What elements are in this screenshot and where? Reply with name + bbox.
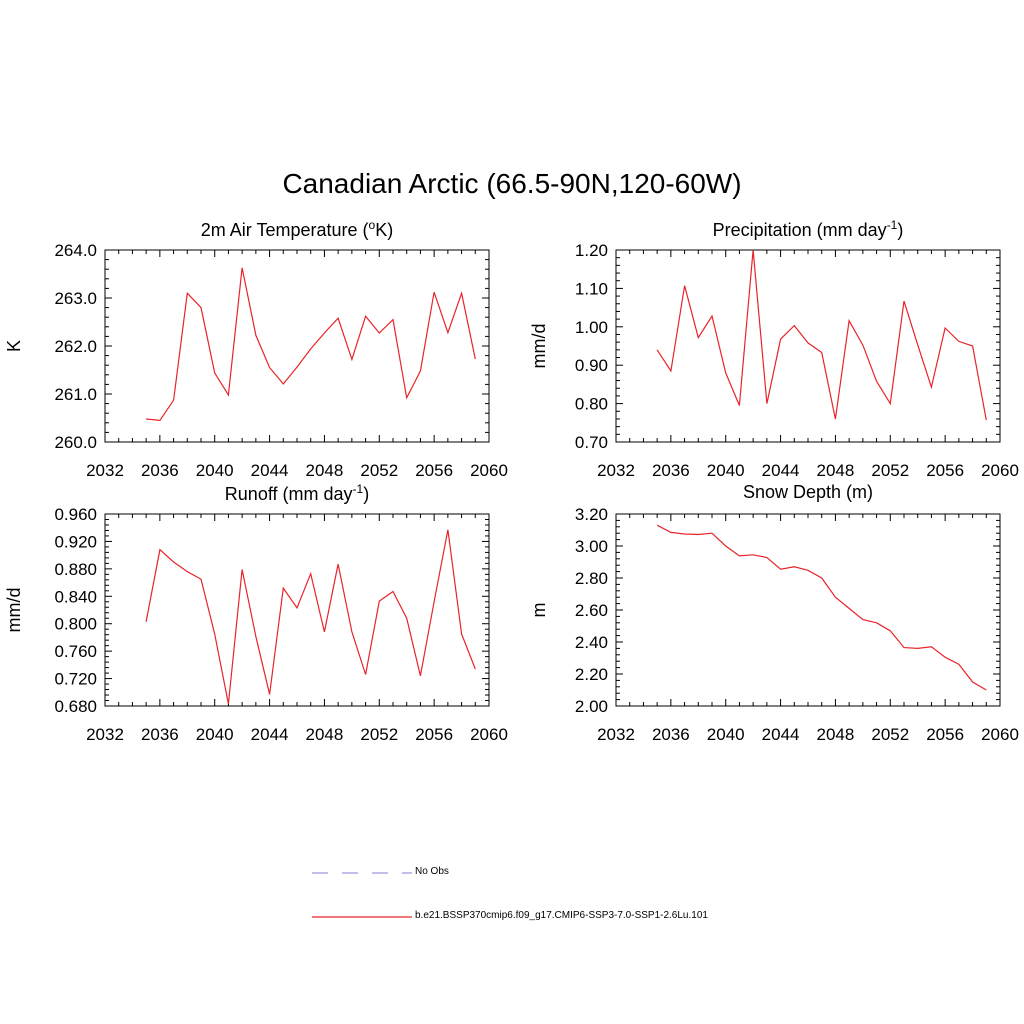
x-tick-label: 2036 [141,725,179,744]
title-text: 2m Air Temperature ( [200,220,369,240]
title-superscript: o [368,218,376,232]
x-tick-label: 2044 [251,725,289,744]
legend-line-model [312,916,412,918]
x-tick-label: 2056 [415,461,453,480]
y-tick-label: 2.80 [575,569,608,588]
x-tick-label: 2044 [762,461,800,480]
x-tick-label: 2048 [817,461,855,480]
x-tick-label: 2040 [707,461,745,480]
x-tick-label: 2048 [817,725,855,744]
y-tick-label: 1.10 [575,279,608,298]
y-tick-label: 0.960 [54,505,97,524]
y-tick-label: 1.20 [575,241,608,260]
x-tick-label: 2060 [981,461,1019,480]
chart-temperature: 2032 2036 2040 2044 2048 2052 2056 2060 260.0 261… [4,241,508,480]
y-tick-label: 262.0 [54,337,97,356]
chart-runoff: 2032 2036 2040 2044 2048 2052 2056 2060 0.680 0.7… [4,505,508,744]
y-tick-label: 0.90 [575,356,608,375]
y-tick-label: 0.920 [54,532,97,551]
x-tick-label: 2044 [762,725,800,744]
title-text-end: ) [897,220,904,240]
title-text: Snow Depth (m) [742,482,874,502]
x-tick-label: 2032 [86,461,124,480]
series-line [656,524,987,691]
x-tick-label: 2044 [251,461,289,480]
y-axis-label: mm/d [4,588,24,633]
x-tick-label: 2048 [306,725,344,744]
y-tick-label: 2.60 [575,601,608,620]
x-tick-label: 2036 [652,461,690,480]
y-tick-label: 0.70 [575,433,608,452]
x-tick-label: 2036 [652,725,690,744]
y-axis-label: m [529,603,549,618]
series-line [145,529,476,705]
panel-title-precipitation: Precipitation (mm day-1) [616,218,1000,241]
x-tick-label: 2060 [470,725,508,744]
y-tick-label: 264.0 [54,241,97,260]
panel-title-snow-depth: Snow Depth (m) [616,482,1000,503]
figure-title: Canadian Arctic (66.5-90N,120-60W) [282,168,742,199]
x-tick-label: 2056 [415,725,453,744]
title-superscript: -1 [352,482,364,496]
y-tick-label: 0.880 [54,560,97,579]
y-tick-label: 0.760 [54,642,97,661]
x-tick-label: 2052 [871,725,909,744]
title-text-end: K) [375,220,394,240]
y-tick-label: 3.00 [575,537,608,556]
y-tick-label: 261.0 [54,385,97,404]
y-tick-label: 0.680 [54,697,97,716]
x-tick-label: 2048 [306,461,344,480]
x-tick-label: 2040 [707,725,745,744]
x-tick-label: 2060 [981,725,1019,744]
x-tick-label: 2040 [196,461,234,480]
x-tick-label: 2056 [926,725,964,744]
y-tick-label: 2.00 [575,697,608,716]
legend-line-no-obs [312,872,412,874]
plot-frame [104,513,490,707]
panel-title-runoff: Runoff (mm day-1) [105,482,489,505]
y-tick-label: 2.40 [575,633,608,652]
x-tick-label: 2032 [597,461,635,480]
y-tick-label: 1.00 [575,318,608,337]
title-superscript: -1 [886,218,898,232]
y-tick-label: 0.800 [54,615,97,634]
y-tick-label: 260.0 [54,433,97,452]
panel-title-temperature: 2m Air Temperature (oK) [105,218,489,241]
title-text-end: ) [363,484,370,504]
x-tick-label: 2060 [470,461,508,480]
plot-frame [104,249,490,443]
x-tick-label: 2052 [871,461,909,480]
y-axis-label: K [4,340,24,352]
series-line [146,267,476,422]
x-tick-label: 2056 [926,461,964,480]
title-text: Runoff (mm day [224,484,353,504]
x-tick-label: 2052 [360,725,398,744]
x-tick-label: 2040 [196,725,234,744]
series-line [656,249,987,421]
x-tick-label: 2032 [86,725,124,744]
y-axis-label: mm/d [529,324,549,369]
x-tick-label: 2032 [597,725,635,744]
y-tick-label: 0.720 [54,670,97,689]
x-tick-label: 2036 [141,461,179,480]
chart-precipitation: 2032 2036 2040 2044 2048 2052 2056 2060 0.70 0.80… [529,241,1019,480]
x-tick-label: 2052 [360,461,398,480]
y-tick-label: 0.840 [54,587,97,606]
title-text: Precipitation (mm day [712,220,887,240]
legend-label-model: b.e21.BSSP370cmip6.f09_g17.CMIP6-SSP3-7.… [415,910,708,921]
chart-snow-depth: 2032 2036 2040 2044 2048 2052 2056 2060 2.00 2.20… [529,505,1019,744]
y-tick-label: 0.80 [575,395,608,414]
y-tick-label: 2.20 [575,665,608,684]
legend-label-no-obs: No Obs [415,866,449,877]
y-tick-label: 3.20 [575,505,608,524]
y-tick-label: 263.0 [54,289,97,308]
plot-frame [615,249,1001,443]
plot-frame [615,513,1001,707]
